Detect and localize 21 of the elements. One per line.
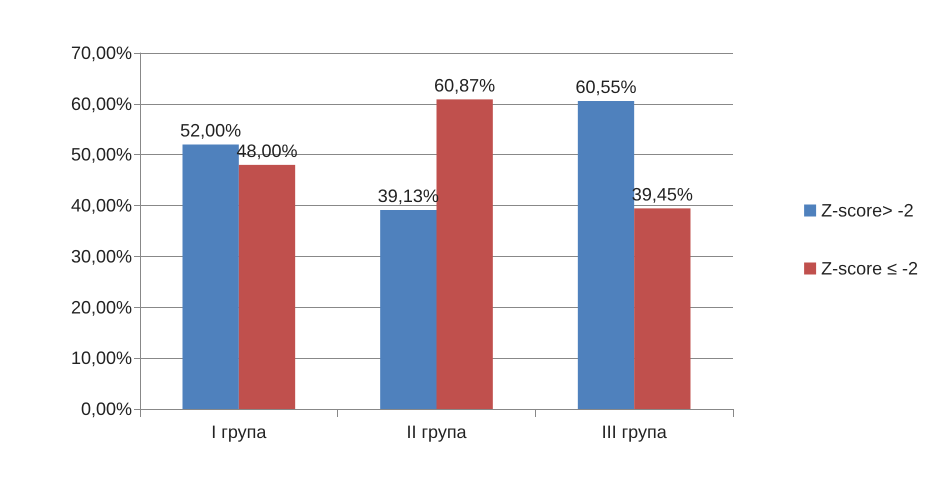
data-label: 52,00% — [180, 120, 242, 141]
y-tick-label: 70,00% — [70, 43, 132, 63]
y-tick-label: 20,00% — [70, 297, 132, 318]
bar — [578, 101, 634, 409]
x-tick-label: II група — [406, 422, 468, 442]
y-tick-label: 30,00% — [70, 246, 132, 266]
data-label: 60,55% — [575, 77, 637, 98]
x-tick-label: III група — [602, 422, 668, 442]
y-tick-label: 60,00% — [70, 94, 132, 114]
data-label: 60,87% — [434, 75, 496, 96]
x-tick-label: I група — [211, 422, 268, 442]
y-tick-label: 40,00% — [70, 196, 132, 216]
legend-label: Z-score> -2 — [821, 200, 914, 220]
y-tick-label: 10,00% — [70, 348, 132, 368]
legend-label: Z-score ≤ -2 — [821, 258, 918, 278]
y-tick-label: 0,00% — [80, 399, 132, 419]
bar — [238, 164, 296, 409]
bar — [380, 210, 436, 409]
bar — [634, 208, 690, 409]
y-tick-label: 50,00% — [70, 144, 132, 165]
bar — [436, 99, 493, 409]
